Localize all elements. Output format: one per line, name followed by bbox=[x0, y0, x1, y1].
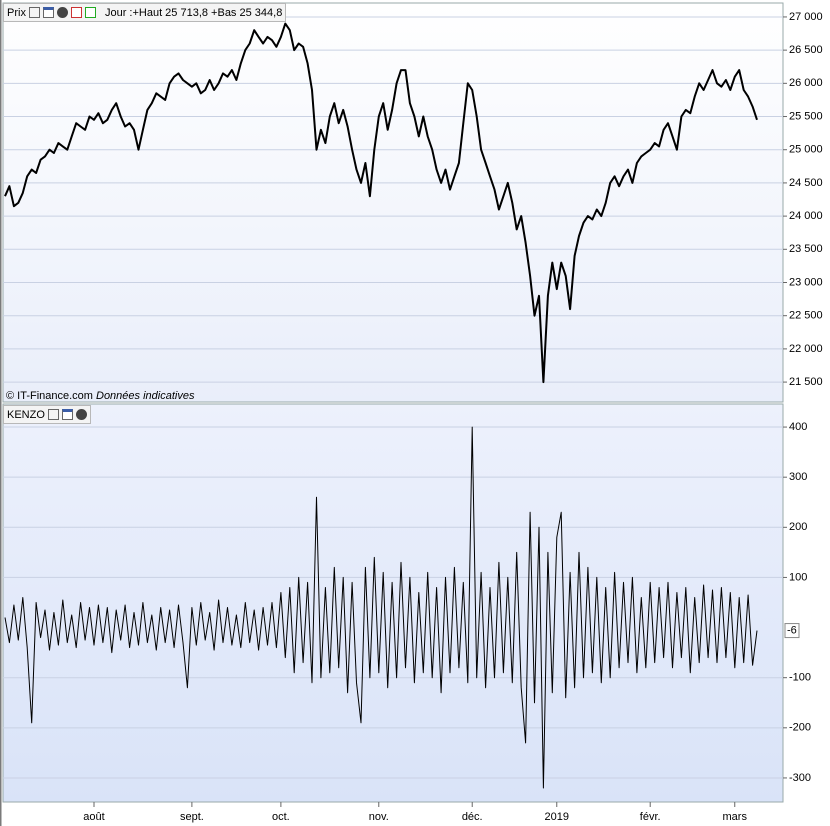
y-tick-label: -200 bbox=[789, 722, 811, 734]
window-icon[interactable] bbox=[61, 409, 73, 420]
y-tick-label: -300 bbox=[789, 772, 811, 784]
panel-subtitle: Jour :+Haut 25 713,8 +Bas 25 344,8 bbox=[104, 6, 283, 19]
last-value-label: -6 bbox=[787, 624, 797, 636]
y-tick-label: 24 000 bbox=[789, 210, 823, 222]
y-tick-label: 22 000 bbox=[789, 343, 823, 355]
price-toolbar: Prix Jour :+Haut 25 713,8 +Bas 25 344,8 bbox=[3, 3, 287, 22]
x-tick-label: mars bbox=[723, 811, 748, 823]
y-tick-label: 23 500 bbox=[789, 243, 823, 255]
x-tick-label: févr. bbox=[640, 811, 661, 823]
x-tick-label: déc. bbox=[462, 811, 483, 823]
series-line bbox=[4, 426, 758, 789]
y-tick-label: 26 000 bbox=[789, 77, 823, 89]
y-tick-label: 26 500 bbox=[789, 44, 823, 56]
y-tick-label: 21 500 bbox=[789, 376, 823, 388]
window-icon[interactable] bbox=[42, 7, 54, 18]
last-value-box bbox=[784, 623, 800, 639]
y-tick-label: -100 bbox=[789, 672, 811, 684]
y-tick-label: 23 000 bbox=[789, 276, 823, 288]
price-panel bbox=[2, 2, 784, 403]
up-icon[interactable] bbox=[84, 7, 96, 18]
y-tick-label: 100 bbox=[789, 571, 807, 583]
y-tick-label: 400 bbox=[789, 421, 807, 433]
oscillator-toolbar: KENZO bbox=[3, 405, 91, 424]
copyright: © IT-Finance.com bbox=[6, 390, 93, 402]
x-tick-label: oct. bbox=[272, 811, 290, 823]
close-icon[interactable] bbox=[56, 7, 68, 18]
y-tick-label: 300 bbox=[789, 471, 807, 483]
x-tick-label: sept. bbox=[180, 811, 204, 823]
disclaimer: Données indicatives bbox=[96, 390, 195, 402]
y-tick-label: 27 000 bbox=[789, 11, 823, 23]
close-icon[interactable] bbox=[75, 409, 87, 420]
series-line bbox=[4, 22, 758, 384]
down-icon[interactable] bbox=[70, 7, 82, 18]
x-tick-label: 2019 bbox=[545, 811, 569, 823]
x-tick-label: août bbox=[83, 811, 104, 823]
panel-title: KENZO bbox=[7, 408, 45, 421]
y-tick-label: 200 bbox=[789, 521, 807, 533]
settings-icon[interactable] bbox=[47, 409, 59, 420]
y-tick-label: 25 000 bbox=[789, 144, 823, 156]
y-tick-label: 22 500 bbox=[789, 310, 823, 322]
panel-title: Prix bbox=[7, 6, 26, 19]
settings-icon[interactable] bbox=[28, 7, 40, 18]
x-tick-label: nov. bbox=[369, 811, 389, 823]
y-tick-label: 25 500 bbox=[789, 110, 823, 122]
y-tick-label: 24 500 bbox=[789, 177, 823, 189]
